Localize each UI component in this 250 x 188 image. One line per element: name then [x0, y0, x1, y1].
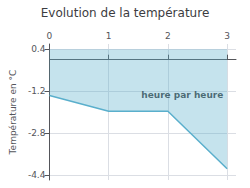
- svg-text:0: 0: [47, 31, 53, 41]
- svg-text:-2.8: -2.8: [28, 128, 46, 138]
- svg-text:Température en °C: Température en °C: [8, 70, 18, 156]
- svg-text:1: 1: [106, 31, 112, 41]
- svg-text:-4.4: -4.4: [28, 170, 46, 180]
- svg-text:Evolution de la température: Evolution de la température: [41, 6, 210, 20]
- svg-text:3: 3: [224, 31, 230, 41]
- svg-text:2: 2: [165, 31, 171, 41]
- svg-text:0.4: 0.4: [31, 44, 46, 54]
- svg-text:-1.2: -1.2: [28, 86, 46, 96]
